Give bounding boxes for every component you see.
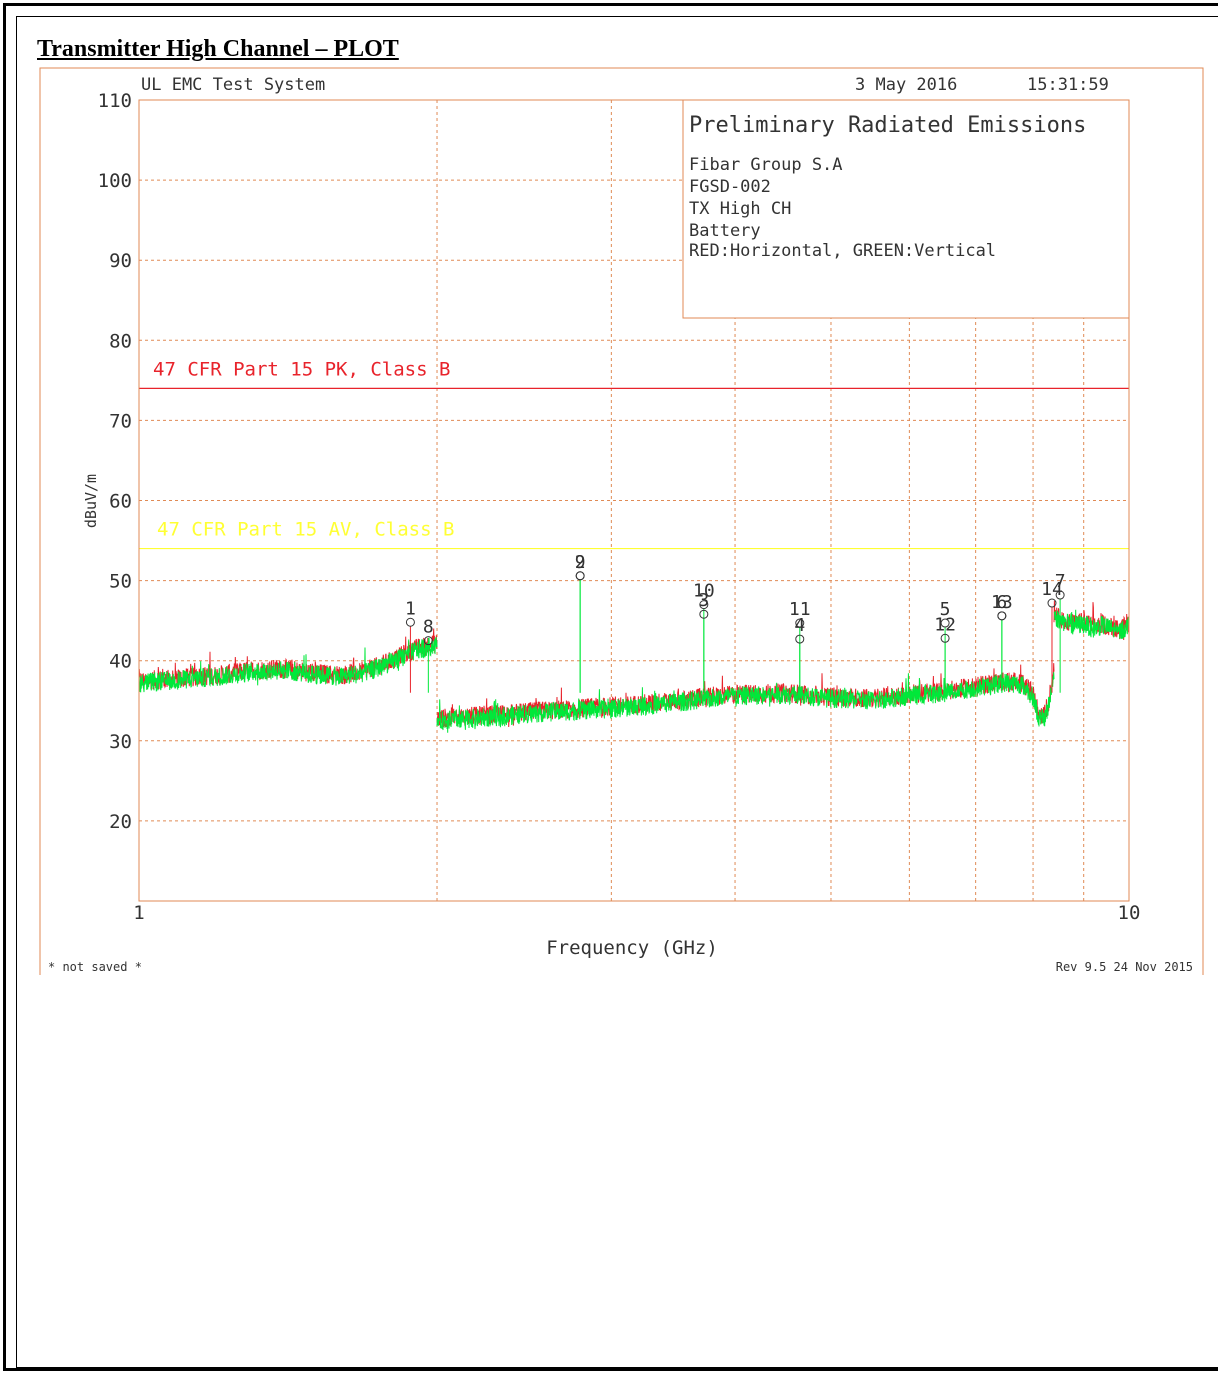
y-tick-label: 100 bbox=[98, 170, 132, 192]
marker-label: 8 bbox=[423, 617, 434, 638]
series-trace bbox=[138, 636, 438, 693]
marker-13: 13 bbox=[991, 592, 1013, 693]
info-title: Preliminary Radiated Emissions bbox=[689, 113, 1086, 138]
marker-8: 8 bbox=[423, 617, 434, 693]
marker-1: 1 bbox=[405, 598, 416, 693]
marker-label: 7 bbox=[1055, 571, 1066, 592]
limit-label: 47 CFR Part 15 PK, Class B bbox=[153, 358, 450, 380]
markers: 18 29 103 114 512 613 147 bbox=[405, 552, 1066, 693]
marker-label: 14 bbox=[1041, 579, 1063, 600]
marker-circle bbox=[1055, 590, 1065, 600]
marker-label: 1 bbox=[405, 598, 416, 619]
marker-circle bbox=[940, 618, 950, 628]
section-title: Transmitter High Channel – PLOT bbox=[37, 36, 399, 62]
instrument-frame bbox=[39, 67, 1204, 975]
footer-not-saved: * not saved * bbox=[48, 960, 142, 974]
x-axis-label: Frequency (GHz) bbox=[546, 937, 718, 959]
marker-label: 6 bbox=[996, 592, 1007, 613]
marker-label: 4 bbox=[794, 615, 805, 636]
marker-circle bbox=[575, 571, 585, 581]
footer-revision: Rev 9.5 24 Nov 2015 bbox=[1056, 960, 1193, 974]
inner-frame bbox=[16, 16, 1218, 1368]
marker-circle bbox=[1047, 598, 1057, 608]
marker-circle bbox=[795, 634, 805, 644]
marker-7: 7 bbox=[1055, 571, 1066, 693]
marker-12: 12 bbox=[934, 614, 956, 693]
limit-lines: 47 CFR Part 15 PK, Class B 47 CFR Part 15… bbox=[139, 358, 1129, 550]
y-tick-label: 80 bbox=[109, 330, 132, 352]
test-date: 3 May 2016 bbox=[855, 75, 957, 95]
emissions-plot: 47 CFR Part 15 PK, Class B 47 CFR Part 15… bbox=[39, 67, 1204, 975]
plot-border bbox=[138, 99, 1130, 902]
marker-circle bbox=[423, 636, 433, 646]
marker-label: 3 bbox=[698, 590, 709, 611]
y-tick-label: 50 bbox=[109, 571, 132, 593]
y-tick-label: 20 bbox=[109, 811, 132, 833]
grid bbox=[139, 99, 1130, 901]
y-tick-label: 40 bbox=[109, 651, 132, 673]
marker-4: 4 bbox=[794, 615, 805, 693]
y-axis-label: dBuV/m bbox=[82, 474, 100, 528]
y-tick-label: 60 bbox=[109, 491, 132, 513]
marker-label: 13 bbox=[991, 592, 1013, 613]
data-series bbox=[138, 600, 1130, 733]
series-trace bbox=[436, 672, 1055, 733]
series-trace bbox=[1053, 609, 1130, 640]
marker-circle bbox=[405, 617, 415, 627]
info-line-customer: Fibar Group S.A bbox=[689, 155, 843, 175]
marker-9: 9 bbox=[575, 552, 586, 693]
x-tick-label: 10 bbox=[1118, 902, 1141, 924]
series-green bbox=[138, 609, 1130, 733]
y-tick-label: 70 bbox=[109, 410, 132, 432]
marker-circle bbox=[940, 633, 950, 643]
marker-label: 12 bbox=[934, 614, 956, 635]
marker-label: 10 bbox=[693, 581, 715, 602]
plot-frame bbox=[39, 67, 1204, 975]
info-box bbox=[682, 99, 1130, 319]
marker-3: 3 bbox=[698, 590, 709, 693]
page-frame bbox=[3, 3, 1218, 1371]
y-tick-label: 30 bbox=[109, 731, 132, 753]
marker-circle bbox=[699, 609, 709, 619]
limit-label: 47 CFR Part 15 AV, Class B bbox=[157, 519, 454, 541]
info-line-power: Battery bbox=[689, 221, 761, 241]
info-line-legend: RED:Horizontal, GREEN:Vertical bbox=[689, 241, 996, 261]
marker-circle bbox=[699, 600, 709, 610]
marker-circle bbox=[795, 618, 805, 628]
info-line-mode: TX High CH bbox=[689, 199, 791, 219]
marker-label: 9 bbox=[575, 552, 586, 573]
marker-circle bbox=[997, 611, 1007, 621]
y-tick-label: 90 bbox=[109, 250, 132, 272]
marker-label: 2 bbox=[575, 552, 586, 573]
marker-label: 5 bbox=[940, 599, 951, 620]
y-tick-label: 110 bbox=[98, 90, 132, 112]
plot-text: UL EMC Test System 3 May 2016 15:31:59 P… bbox=[48, 75, 1193, 974]
marker-label: 11 bbox=[789, 599, 811, 620]
marker-14: 14 bbox=[1041, 579, 1063, 693]
x-tick-label: 1 bbox=[133, 902, 144, 924]
info-line-model: FGSD-002 bbox=[689, 177, 771, 197]
system-name: UL EMC Test System bbox=[141, 75, 325, 95]
test-time: 15:31:59 bbox=[1027, 75, 1109, 95]
